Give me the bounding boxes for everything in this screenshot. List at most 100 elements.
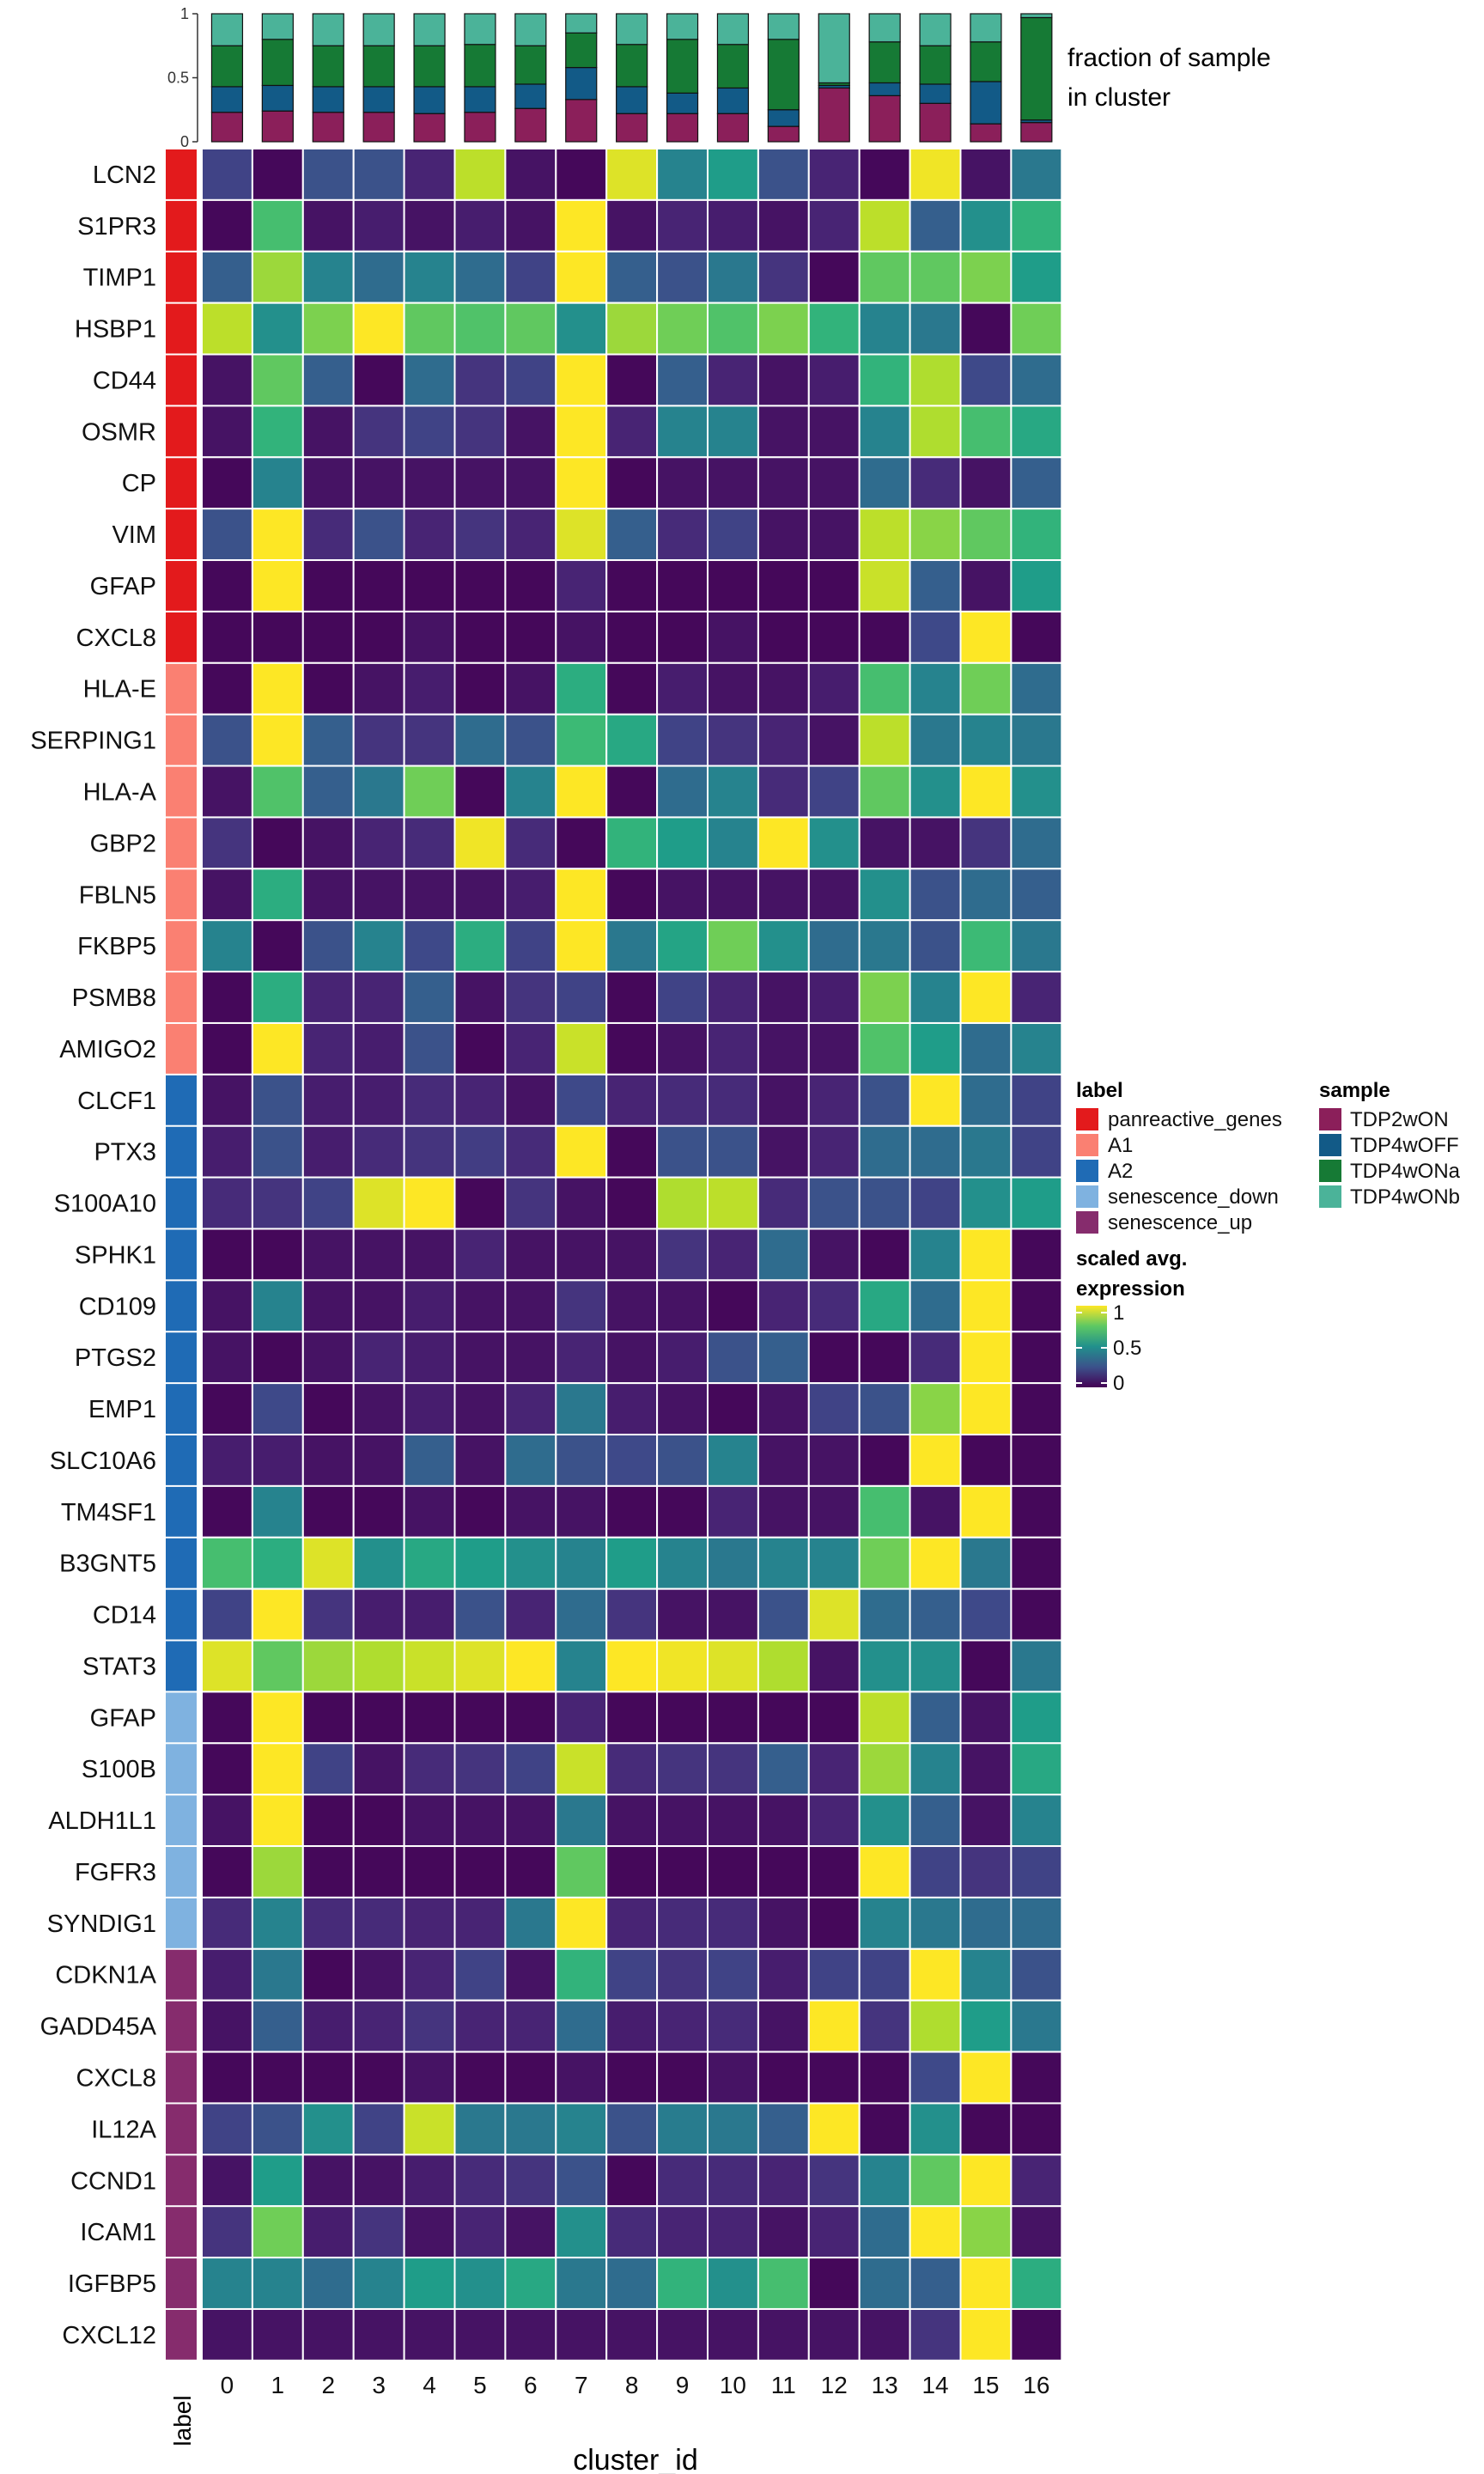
heatmap-cell — [251, 559, 304, 612]
gene-label: TIMP1 — [83, 265, 156, 292]
heatmap-cell — [1010, 353, 1063, 407]
gene-label: SERPING1 — [30, 728, 156, 755]
heatmap-cell — [605, 1279, 659, 1333]
cluster-tick-label: 13 — [872, 2372, 898, 2398]
top-bar-segment — [565, 99, 598, 143]
heatmap-cell — [909, 1331, 962, 1385]
heatmap-cell — [858, 353, 911, 407]
heatmap-cell — [757, 661, 810, 716]
heatmap-cell — [1010, 2257, 1063, 2310]
heatmap-cell — [201, 508, 253, 562]
heatmap-cell — [1010, 508, 1063, 562]
heatmap-cell — [453, 2205, 507, 2259]
heatmap-cell — [656, 559, 709, 612]
heatmap-cell — [403, 2102, 456, 2156]
heatmap-cell — [656, 1484, 709, 1539]
heatmap-cell — [504, 713, 557, 767]
heatmap-cell — [909, 2102, 962, 2156]
heatmap-cell — [403, 2050, 456, 2105]
heatmap-cell — [959, 1691, 1013, 1745]
gene-label: CLCF1 — [77, 1088, 156, 1115]
heatmap-cell — [352, 302, 405, 356]
heatmap-cell — [656, 2257, 709, 2310]
heatmap-cell — [555, 1691, 608, 1745]
legend-sample-title: sample — [1319, 1079, 1390, 1102]
label-strip-cell — [166, 355, 197, 405]
heatmap-cell — [605, 816, 659, 870]
heatmap-cell — [504, 1742, 557, 1796]
gene-label: HLA-E — [83, 676, 156, 704]
heatmap-cell — [453, 1124, 507, 1179]
heatmap-cell — [656, 1947, 709, 2002]
heatmap-cell — [959, 198, 1013, 253]
heatmap-cell — [807, 2102, 861, 2156]
gene-label: GBP2 — [90, 830, 156, 857]
heatmap-cell — [959, 1845, 1013, 1898]
heatmap-cell — [201, 559, 253, 612]
label-strip-cell — [166, 200, 197, 251]
heatmap-cell — [453, 1021, 507, 1076]
heatmap-cell — [555, 1639, 608, 1693]
heatmap-cell — [959, 2205, 1013, 2259]
heatmap-cell — [301, 456, 355, 510]
heatmap-cell — [251, 1434, 304, 1487]
heatmap-cell — [1010, 1794, 1063, 1848]
heatmap-cell — [251, 1794, 304, 1848]
heatmap-cell — [807, 919, 861, 973]
heatmap-cell — [301, 405, 355, 459]
heatmap-cell — [301, 1021, 355, 1076]
heatmap-cell — [656, 1587, 709, 1642]
gene-label: S100B — [82, 1756, 156, 1783]
top-bar-segment — [464, 86, 496, 113]
heatmap-cell — [858, 2154, 911, 2208]
heatmap-cell — [352, 559, 405, 612]
legend-sample-swatch — [1319, 1134, 1341, 1156]
heatmap-cell — [201, 2205, 253, 2259]
heatmap-cell — [453, 765, 507, 819]
heatmap-cell — [201, 1999, 253, 2053]
heatmap-cell — [707, 353, 759, 407]
heatmap-cell — [656, 1331, 709, 1385]
heatmap-cell — [807, 971, 861, 1024]
heatmap-cell — [909, 816, 962, 870]
legend-label-swatch — [1076, 1134, 1098, 1156]
heatmap-cell — [959, 1073, 1013, 1127]
heatmap-cell — [453, 713, 507, 767]
heatmap-cell — [352, 661, 405, 716]
heatmap-cell — [555, 1896, 608, 1950]
heatmap-cell — [959, 508, 1013, 562]
heatmap-cell — [352, 1331, 405, 1385]
heatmap-cell — [453, 456, 507, 510]
heatmap-cell — [807, 250, 861, 304]
heatmap-cell — [1010, 148, 1063, 201]
heatmap-cell — [757, 1845, 810, 1898]
heatmap-cell — [656, 816, 709, 870]
heatmap-cell — [656, 868, 709, 922]
heatmap-cell — [453, 1947, 507, 2002]
heatmap-cell — [403, 1434, 456, 1487]
heatmap-cell — [858, 610, 911, 664]
top-bar-segment — [312, 86, 344, 113]
heatmap-cell — [555, 302, 608, 356]
heatmap-cell — [656, 1999, 709, 2053]
heatmap-cell — [807, 2257, 861, 2310]
top-bar-segment — [261, 13, 294, 40]
heatmap-cell — [909, 198, 962, 253]
heatmap-cell — [201, 1896, 253, 1950]
top-bar-segment — [767, 125, 800, 143]
heatmap-cell — [807, 1947, 861, 2002]
heatmap-cell — [403, 250, 456, 304]
heatmap-cell — [807, 2154, 861, 2208]
heatmap-cell — [251, 1382, 304, 1435]
top-bar-segment — [413, 113, 446, 143]
heatmap-cell — [656, 250, 709, 304]
heatmap-cell — [352, 508, 405, 562]
heatmap-cell — [959, 1742, 1013, 1796]
heatmap-cell — [757, 1434, 810, 1487]
heatmap-cell — [403, 1382, 456, 1435]
label-annotation-strip — [166, 149, 197, 2360]
heatmap-cell — [403, 456, 456, 510]
heatmap-cell — [757, 559, 810, 612]
heatmap-cell — [605, 559, 659, 612]
cluster-tick-label: 4 — [423, 2372, 436, 2398]
